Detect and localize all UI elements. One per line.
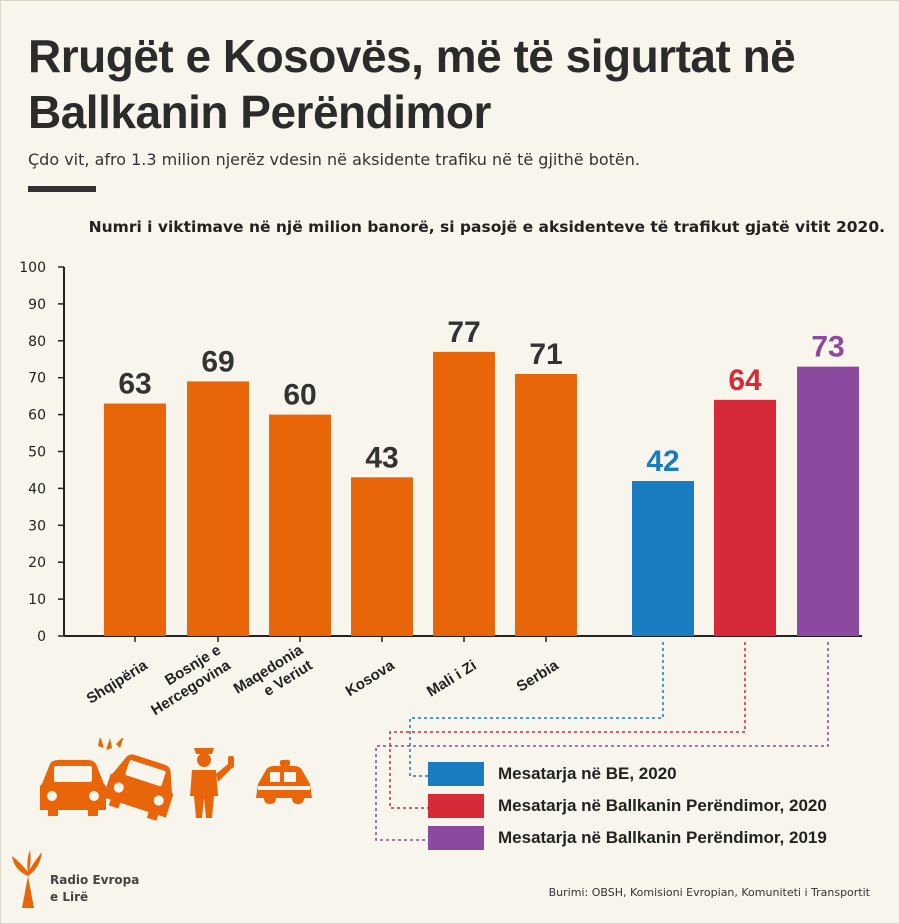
police-car-icon: [256, 760, 312, 804]
bar-serbia: [515, 374, 577, 636]
brand-block: Radio Evropa e Lirë: [8, 850, 148, 910]
average-bar-1: [632, 481, 694, 636]
x-tick-label-line: Serbia: [514, 657, 562, 696]
traffic-icons: [40, 738, 312, 821]
data-label: 60: [283, 379, 316, 412]
legend-label-balkan-2019: Mesatarja në Ballkanin Perëndimor, 2019: [498, 828, 827, 847]
x-tick-label: Serbia: [514, 657, 562, 696]
data-label: 63: [118, 368, 151, 401]
bar-bosnje-e-hercegovina: [187, 381, 249, 636]
x-tick-label-line: Kosova: [343, 657, 399, 700]
legend-swatch-eu: [428, 762, 484, 786]
data-label: 69: [201, 345, 234, 378]
bar-maqedonia-e-veriut: [269, 414, 331, 636]
bar-mali-i-zi: [433, 351, 495, 636]
legend-item-balkan-2019: Mesatarja në Ballkanin Perëndimor, 2019: [428, 826, 868, 852]
legend-swatch-balkan-2020: [428, 794, 484, 818]
page-title: Rrugët e Kosovës, më të sigurtat në Ball…: [28, 30, 796, 138]
bar-kosova: [351, 477, 413, 636]
legend-label-eu: Mesatarja në BE, 2020: [498, 764, 677, 783]
y-tick-label: 80: [28, 334, 46, 350]
legend-connector: [409, 642, 664, 777]
y-tick-label: 40: [28, 481, 46, 497]
x-tick-label: Bosnje eHercegovina: [139, 641, 234, 719]
y-tick-label: 10: [28, 592, 46, 608]
y-tick-label: 90: [28, 297, 46, 313]
x-tick-label: Kosova: [343, 657, 399, 700]
brand-line-2: e Lirë: [50, 890, 89, 904]
brand-name: Radio Evropa e Lirë: [50, 872, 150, 906]
rferl-logo-icon: [12, 850, 42, 908]
x-tick-label: Maqedoniae Veriut: [231, 641, 317, 713]
y-tick-label: 60: [28, 408, 46, 424]
y-tick-label: 20: [28, 555, 46, 571]
y-tick-label: 100: [19, 260, 46, 276]
data-label: 71: [529, 338, 562, 371]
x-tick-label: Shqipëria: [84, 657, 152, 708]
y-tick-label: 50: [28, 445, 46, 461]
legend-label-balkan-2020: Mesatarja në Ballkanin Perëndimor, 2020: [498, 796, 827, 815]
bar-shqip-ria: [104, 403, 166, 636]
x-tick-label: Mali i Zi: [424, 657, 480, 701]
x-tick-label-line: Mali i Zi: [424, 657, 480, 701]
page-subtitle: Çdo vit, afro 1.3 milion njerëz vdesin n…: [28, 150, 640, 169]
y-tick-label: 0: [37, 629, 46, 645]
legend-item-eu-2020: Mesatarja në BE, 2020: [428, 762, 868, 788]
legend-swatch-balkan-2019: [428, 826, 484, 850]
brand-line-1: Radio Evropa: [50, 873, 140, 887]
legend-item-balkan-2020: Mesatarja në Ballkanin Perëndimor, 2020: [428, 794, 868, 820]
legend-connector: [375, 642, 829, 841]
traffic-police-icon: [190, 748, 234, 818]
chart-title: Numri i viktimave në një milion banorë, …: [88, 218, 885, 236]
data-label: 43: [365, 441, 398, 474]
data-label: 77: [447, 316, 480, 349]
title-divider: [28, 186, 96, 192]
car-crash-icon: [40, 738, 174, 821]
y-tick-label: 30: [28, 518, 46, 534]
average-bar-3: [797, 366, 859, 636]
x-tick-label-line: Shqipëria: [84, 657, 152, 708]
average-bar-2: [714, 399, 776, 636]
average-data-label: 42: [646, 445, 679, 478]
average-data-label: 73: [811, 331, 844, 364]
legend-connector: [389, 642, 746, 809]
source-note: Burimi: OBSH, Komisioni Evropian, Komuni…: [548, 886, 870, 899]
y-tick-label: 70: [28, 371, 46, 387]
average-data-label: 64: [728, 364, 762, 397]
